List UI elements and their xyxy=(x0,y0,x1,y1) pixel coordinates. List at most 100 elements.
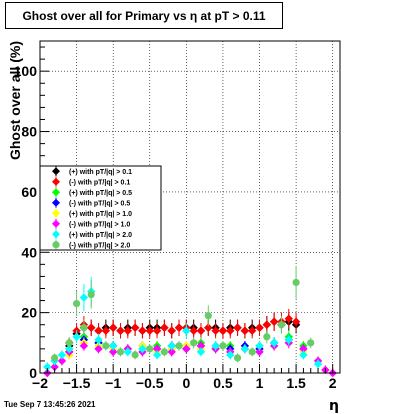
data-point xyxy=(160,323,169,332)
data-point xyxy=(284,335,293,344)
data-point xyxy=(196,347,206,357)
legend-marker xyxy=(52,230,60,239)
data-point xyxy=(145,326,154,335)
x-tick-label: −1 xyxy=(105,375,121,391)
data-point xyxy=(167,347,176,357)
data-point xyxy=(196,341,206,351)
data-point xyxy=(240,326,250,335)
legend-label: (-) with pT/|q| > 1.0 xyxy=(69,221,130,228)
data-point xyxy=(80,324,88,332)
data-point xyxy=(138,344,147,354)
data-point xyxy=(167,326,176,335)
chart-title: Ghost over all for Primary vs η at pT > … xyxy=(22,9,266,23)
y-tick-label: 60 xyxy=(21,184,37,200)
x-tick-label: 1.5 xyxy=(286,375,306,391)
data-point xyxy=(292,278,300,287)
data-point xyxy=(101,326,111,335)
y-tick-label: 0 xyxy=(29,365,37,381)
chart-title-box: Ghost over all for Primary vs η at pT > … xyxy=(5,2,283,29)
legend-label: (+) with pT/|q| > 0.5 xyxy=(69,190,132,197)
data-point xyxy=(233,354,242,362)
data-point xyxy=(262,320,272,329)
data-point xyxy=(102,342,110,350)
data-point xyxy=(146,345,154,353)
series-8 xyxy=(51,266,315,363)
timestamp: Tue Sep 7 13:45:26 2021 xyxy=(4,400,96,409)
data-point xyxy=(174,323,184,332)
data-point xyxy=(226,350,235,360)
data-point xyxy=(255,323,264,332)
data-point xyxy=(204,312,212,320)
data-point xyxy=(189,326,198,335)
data-point xyxy=(240,344,250,354)
data-point xyxy=(43,362,52,372)
x-tick-label: 1 xyxy=(256,375,264,391)
series-2 xyxy=(65,308,301,349)
data-point xyxy=(182,344,191,354)
y-tick-label: 100 xyxy=(14,63,38,79)
legend-marker xyxy=(52,188,60,197)
data-point xyxy=(79,293,89,302)
data-point xyxy=(65,344,74,354)
data-point xyxy=(291,317,301,326)
data-point xyxy=(255,347,264,357)
data-point xyxy=(108,347,118,357)
data-point xyxy=(313,359,323,369)
data-point xyxy=(175,342,183,350)
data-point xyxy=(94,335,103,344)
data-point xyxy=(269,317,279,326)
x-axis-label: η xyxy=(329,398,339,414)
data-point xyxy=(299,350,308,360)
data-point xyxy=(284,314,293,323)
data-point xyxy=(255,341,264,351)
legend-label: (+) with pT/|q| > 0.1 xyxy=(69,169,132,176)
data-point xyxy=(72,299,81,308)
data-point xyxy=(87,290,95,299)
data-point xyxy=(72,332,81,341)
data-points xyxy=(43,266,337,378)
data-point xyxy=(269,338,279,348)
x-tick-label: −1.5 xyxy=(63,375,91,391)
data-point xyxy=(152,344,162,354)
legend-marker xyxy=(52,177,60,186)
data-point xyxy=(248,348,256,356)
legend: (+) with pT/|q| > 0.1 (-) with pT/|q| > 0… xyxy=(39,165,162,251)
y-tick-label: 80 xyxy=(21,124,37,140)
data-point xyxy=(116,348,125,356)
y-axis: 0 20 40 60 80 100 xyxy=(14,46,49,381)
data-point xyxy=(57,350,67,360)
legend-label: (+) with pT/|q| > 1.0 xyxy=(69,211,132,218)
data-point xyxy=(190,339,198,347)
data-point xyxy=(167,341,176,351)
data-point xyxy=(50,362,59,372)
data-point xyxy=(51,354,59,362)
data-point xyxy=(87,323,96,332)
legend-marker xyxy=(52,167,60,176)
x-tick-label: 0 xyxy=(182,375,190,391)
data-point xyxy=(196,326,206,335)
x-tick-label: −0.5 xyxy=(136,375,164,391)
data-point xyxy=(152,350,162,360)
data-point xyxy=(94,326,103,335)
data-point xyxy=(211,341,220,351)
data-point xyxy=(65,339,73,347)
data-point xyxy=(299,344,308,354)
data-point xyxy=(123,326,133,335)
x-tick-label: −2 xyxy=(32,375,48,391)
x-tick-label: 0.5 xyxy=(213,375,233,391)
data-point xyxy=(263,333,271,341)
data-point xyxy=(130,323,140,332)
x-axis: −2 −1.5 −1 −0.5 0 0.5 1 1.5 2 xyxy=(32,364,341,391)
data-point xyxy=(218,326,228,335)
data-point xyxy=(307,339,315,347)
data-point xyxy=(108,341,118,351)
data-point xyxy=(211,326,220,335)
x-tick-label: 2 xyxy=(329,375,337,391)
data-point xyxy=(79,341,89,351)
legend-marker xyxy=(52,241,60,249)
data-point xyxy=(108,323,118,332)
legend-marker xyxy=(52,209,60,218)
legend-label: (+) with pT/|q| > 2.0 xyxy=(69,232,132,239)
legend-marker xyxy=(52,219,60,228)
